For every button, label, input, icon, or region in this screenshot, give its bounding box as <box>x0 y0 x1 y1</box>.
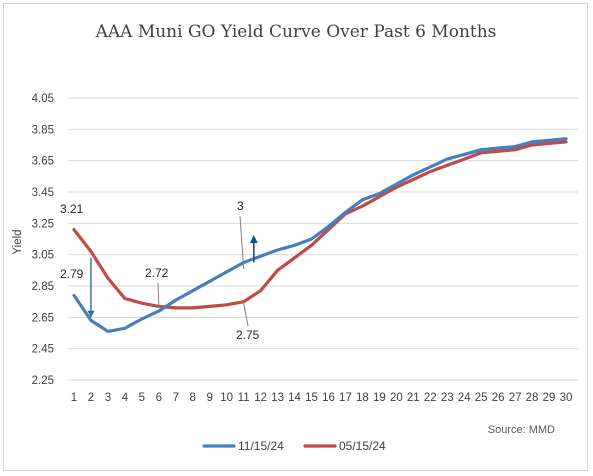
x-tick-label: 19 <box>373 392 386 404</box>
annotation-label: 3 <box>237 199 244 213</box>
x-tick-label: 4 <box>122 392 129 404</box>
y-tick-label: 4.05 <box>32 93 54 105</box>
leader-line <box>239 215 245 269</box>
gridlines <box>68 97 578 381</box>
y-tick-label: 2.65 <box>32 312 54 324</box>
y-tick-label: 3.65 <box>32 156 54 168</box>
x-tick-label: 14 <box>288 392 301 404</box>
source-note: Source: MMD <box>488 424 555 436</box>
x-tick-label: 23 <box>441 392 454 404</box>
annotation-label: 2.79 <box>60 267 84 281</box>
x-tick-label: 11 <box>238 392 250 404</box>
x-tick-label: 24 <box>458 392 471 404</box>
x-tick-label: 12 <box>254 392 267 404</box>
x-tick-label: 5 <box>139 392 145 404</box>
series-lines <box>72 137 568 333</box>
x-tick-label: 18 <box>356 392 369 404</box>
annotation-label: 2.75 <box>236 328 260 342</box>
x-tick-labels: 1 2 3 4 5 6 7 8 9 10 11 12 13 14 15 16 17 18 19 20 21 22 23 24 2… <box>71 392 573 404</box>
leader-line <box>243 303 249 327</box>
x-tick-label: 8 <box>190 392 196 404</box>
x-tick-label: 16 <box>322 392 335 404</box>
legend: 11/15/24 05/15/24 <box>202 439 386 453</box>
x-tick-label: 10 <box>220 392 233 404</box>
y-tick-label: 3.45 <box>32 187 54 199</box>
x-tick-label: 28 <box>526 392 539 404</box>
x-tick-label: 22 <box>424 392 437 404</box>
annotation-label: 2.72 <box>145 266 169 280</box>
legend-label: 05/15/24 <box>339 439 386 453</box>
x-tick-label: 7 <box>173 392 179 404</box>
x-tick-label: 3 <box>105 392 111 404</box>
x-tick-label: 13 <box>271 392 284 404</box>
x-tick-label: 17 <box>339 392 352 404</box>
y-tick-label: 3.05 <box>32 250 54 262</box>
x-tick-label: 21 <box>407 392 420 404</box>
y-tick-label: 3.25 <box>32 218 54 230</box>
x-tick-label: 30 <box>560 392 573 404</box>
x-tick-label: 29 <box>543 392 556 404</box>
leader-line <box>157 282 160 308</box>
chart-frame <box>3 3 588 471</box>
y-tick-labels: 4.05 3.85 3.65 3.45 3.25 3.05 2.85 2.65 2.45 2.25 <box>32 93 54 387</box>
x-tick-label: 20 <box>390 392 403 404</box>
y-tick-label: 3.85 <box>32 124 54 136</box>
x-tick-label: 25 <box>475 392 488 404</box>
y-axis-label: Yield <box>12 229 24 254</box>
x-tick-label: 15 <box>305 392 318 404</box>
x-tick-label: 6 <box>156 392 162 404</box>
y-tick-label: 2.25 <box>32 375 54 387</box>
chart-title: AAA Muni GO Yield Curve Over Past 6 Mont… <box>95 22 497 42</box>
annotation-label: 3.21 <box>60 202 84 216</box>
series-line-11-15-24 <box>72 137 568 333</box>
x-tick-label: 1 <box>71 392 77 404</box>
legend-label: 11/15/24 <box>238 439 284 453</box>
y-tick-label: 2.85 <box>32 281 54 293</box>
annotations: 3.21 2.79 2.72 3 2.75 <box>60 199 260 342</box>
x-tick-label: 26 <box>492 392 505 404</box>
x-tick-label: 27 <box>509 392 522 404</box>
x-tick-label: 9 <box>207 392 213 404</box>
x-tick-label: 2 <box>88 392 94 404</box>
series-line-05-15-24 <box>72 140 568 310</box>
y-tick-label: 2.45 <box>32 344 54 356</box>
